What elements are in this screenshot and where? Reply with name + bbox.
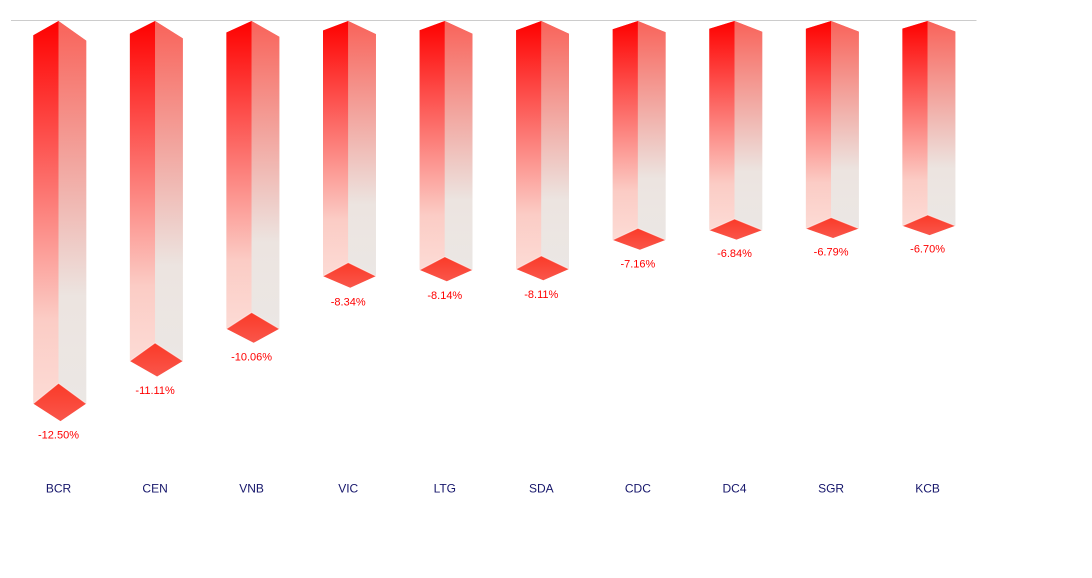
svg-text:-11.11%: -11.11%: [135, 385, 175, 397]
svg-text:-12.50%: -12.50%: [38, 430, 79, 442]
svg-text:DC4: DC4: [722, 482, 746, 496]
svg-text:LTG: LTG: [434, 482, 456, 496]
svg-text:-8.11%: -8.11%: [524, 289, 558, 301]
svg-text:VNB: VNB: [239, 482, 264, 496]
svg-text:VIC: VIC: [338, 482, 358, 496]
svg-text:-10.06%: -10.06%: [231, 351, 272, 363]
svg-text:CDC: CDC: [625, 482, 651, 496]
svg-text:BCR: BCR: [46, 482, 72, 496]
svg-text:-6.79%: -6.79%: [814, 247, 849, 259]
svg-text:KCB: KCB: [915, 482, 940, 496]
svg-text:SGR: SGR: [818, 482, 844, 496]
svg-text:CEN: CEN: [142, 482, 167, 496]
svg-text:-6.84%: -6.84%: [717, 248, 752, 260]
svg-text:-7.16%: -7.16%: [620, 258, 655, 270]
svg-text:-6.70%: -6.70%: [910, 244, 945, 256]
svg-text:-8.14%: -8.14%: [427, 290, 462, 302]
svg-text:-8.34%: -8.34%: [331, 296, 366, 308]
svg-text:SDA: SDA: [529, 482, 554, 496]
